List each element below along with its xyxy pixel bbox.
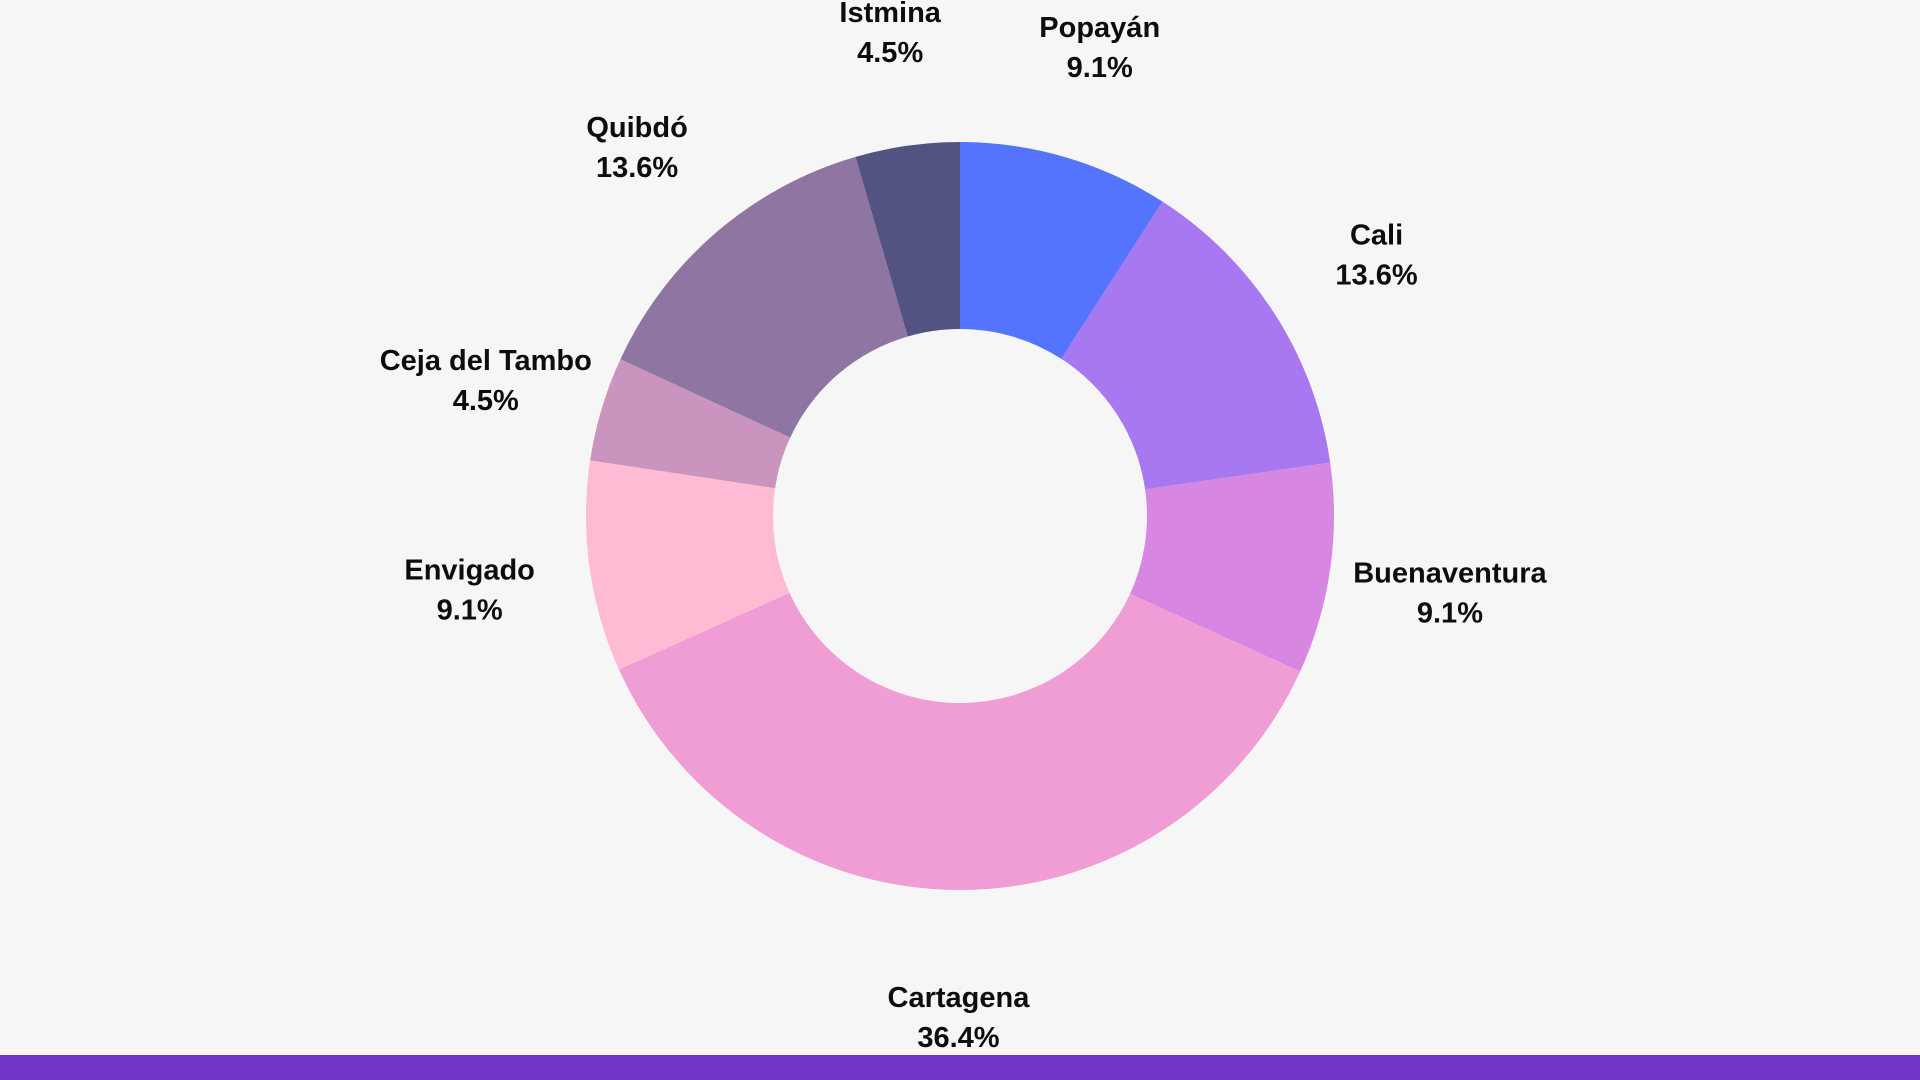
slice-label-quibdo: Quibdó 13.6% (586, 112, 687, 184)
slice-label-envigado: Envigado 9.1% (404, 555, 535, 627)
slice-value-popayan: 9.1% (1067, 52, 1133, 84)
slice-cartagena (618, 592, 1301, 890)
slice-value-quibdo: 13.6% (596, 152, 678, 184)
slice-name-buenaventura: Buenaventura (1353, 558, 1547, 590)
slice-label-istmina: Istmina 4.5% (839, 0, 941, 69)
slice-popayan (960, 142, 1163, 359)
slice-label-buenaventura: Buenaventura 9.1% (1353, 558, 1547, 630)
slice-value-cali: 13.6% (1335, 260, 1417, 292)
slice-label-cartagena: Cartagena 36.4% (888, 982, 1031, 1054)
slice-cali (1061, 201, 1331, 490)
slice-istmina (855, 142, 960, 337)
slice-ceja-del-tambo (590, 359, 791, 489)
slice-name-ceja-del-tambo: Ceja del Tambo (380, 345, 592, 377)
slice-label-cali: Cali 13.6% (1335, 220, 1417, 292)
slice-value-envigado: 9.1% (437, 595, 503, 627)
slice-label-ceja-del-tambo: Ceja del Tambo 4.5% (380, 345, 592, 417)
slice-label-popayan: Popayán 9.1% (1039, 12, 1160, 84)
slice-name-cartagena: Cartagena (888, 982, 1031, 1014)
donut-chart-svg: Popayán 9.1% Cali 13.6% Buenaventura 9.1% Cart… (380, 0, 1548, 1054)
bottom-accent-bar (0, 1055, 1920, 1080)
slice-name-popayan: Popayán (1039, 12, 1160, 44)
slice-envigado (586, 460, 790, 670)
slice-name-envigado: Envigado (404, 555, 535, 587)
slice-name-quibdo: Quibdó (586, 112, 687, 144)
slice-value-istmina: 4.5% (857, 37, 923, 69)
slice-value-cartagena: 36.4% (917, 1022, 999, 1054)
slice-buenaventura (1130, 462, 1334, 672)
slice-name-istmina: Istmina (839, 0, 941, 29)
slice-name-cali: Cali (1350, 220, 1403, 252)
slice-value-buenaventura: 9.1% (1417, 598, 1483, 630)
slice-value-ceja-del-tambo: 4.5% (453, 385, 519, 417)
slice-quibdo (620, 156, 908, 438)
